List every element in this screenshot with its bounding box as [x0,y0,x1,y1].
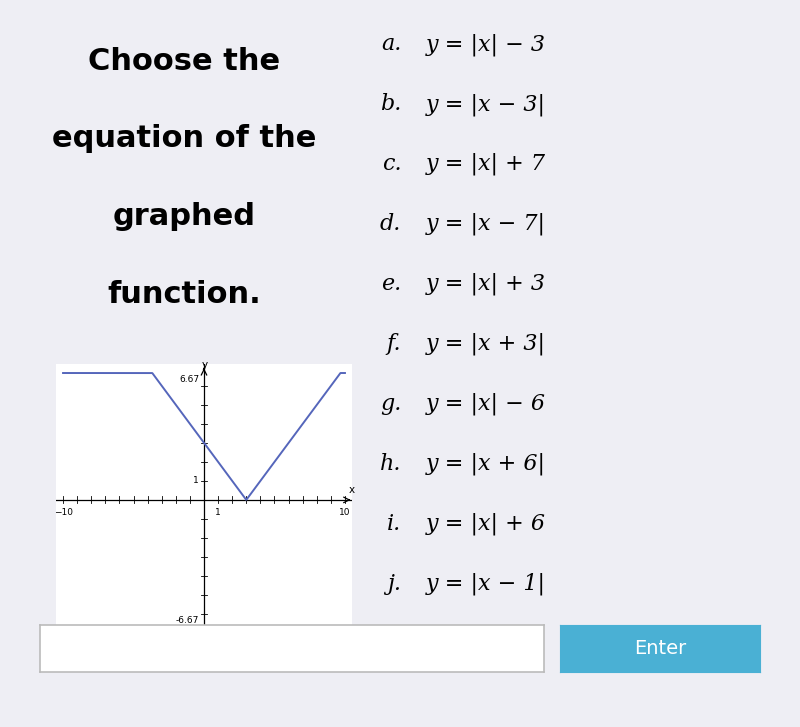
Text: y = |x + 6|: y = |x + 6| [426,453,546,475]
Text: a.: a. [381,33,402,55]
Text: y: y [202,360,208,370]
Text: graphed: graphed [113,202,255,231]
Text: Enter: Enter [634,639,686,659]
Text: j.: j. [387,573,402,595]
Text: 1: 1 [215,507,221,516]
Text: equation of the: equation of the [52,124,316,153]
Text: y = |x| − 3: y = |x| − 3 [426,33,546,55]
Text: 10: 10 [339,507,350,516]
Text: i.: i. [387,513,402,534]
Text: -6.67: -6.67 [176,616,199,625]
Text: g.: g. [380,393,402,414]
Text: 6.67: 6.67 [179,375,199,384]
Text: x: x [348,485,354,495]
Text: y = |x| + 3: y = |x| + 3 [426,273,546,295]
Text: −10: −10 [54,507,73,516]
Text: y = |x| − 6: y = |x| − 6 [426,393,546,415]
Text: function.: function. [107,280,261,309]
Text: d.: d. [380,213,402,235]
Text: b.: b. [380,93,402,115]
Text: y = |x + 3|: y = |x + 3| [426,333,546,356]
Text: f.: f. [386,333,402,355]
Text: y = |x − 1|: y = |x − 1| [426,573,546,595]
Text: y = |x − 3|: y = |x − 3| [426,93,546,116]
Text: y = |x| + 7: y = |x| + 7 [426,153,546,175]
Text: Choose the: Choose the [88,47,280,76]
Text: 1: 1 [194,476,199,486]
Text: y = |x| + 6: y = |x| + 6 [426,513,546,535]
Text: h.: h. [380,453,402,475]
Text: y = |x − 7|: y = |x − 7| [426,213,546,236]
Text: e.: e. [381,273,402,295]
Text: c.: c. [382,153,402,175]
